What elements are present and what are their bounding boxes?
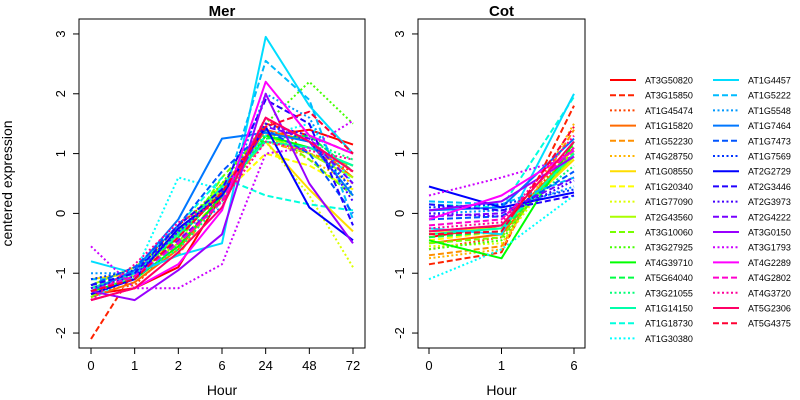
cot-x-tick-label: 1 [498, 358, 505, 373]
mer-series-AT4G28025 [90, 116, 354, 293]
cot-y-tick-label: 1 [392, 150, 407, 157]
mer-y-axis-label: centered expression [0, 120, 15, 246]
legend-label: AT1G5548 [748, 106, 791, 116]
mer-series-AT3G01500 [90, 92, 354, 302]
cot-x-tick-label: 6 [570, 358, 577, 373]
mer-series-AT1G52220 [91, 59, 354, 281]
mer-panel: Mer 0 1 2 6 24 48 72 Hour -2 -1 0 1 2 3 centered expres… [0, 3, 366, 398]
mer-series-AT5G43750 [90, 110, 354, 293]
mer-series-AT1G74730 [90, 128, 354, 287]
legend-label: AT1G30380 [645, 334, 693, 344]
mer-x-tick-label: 1 [131, 358, 138, 373]
legend-label: AT4G2802 [748, 273, 791, 283]
mer-series-AT5G23060 [90, 116, 354, 302]
cot-y-tick-label: 2 [392, 90, 407, 97]
legend-label: AT3G50820 [645, 76, 693, 86]
legend-label: AT4G28750 [645, 152, 693, 162]
cot-series-AT1G18730 [428, 96, 575, 209]
legend-label: AT1G7464 [748, 121, 791, 131]
mer-y-tick-label: -1 [53, 267, 68, 279]
legend-label: AT3G0150 [748, 228, 791, 238]
legend-label: AT2G3973 [748, 197, 791, 207]
mer-series-AT3G17930 [90, 119, 354, 290]
mer-x-tick-label: 48 [302, 358, 316, 373]
legend-label: AT1G14150 [645, 304, 693, 314]
cot-series-AT2G27290 [428, 185, 575, 209]
legend-label: AT1G7569 [748, 152, 791, 162]
legend-label: AT1G4457 [748, 76, 791, 86]
cot-y-tick-label: -2 [392, 327, 407, 339]
legend-label: AT3G10060 [645, 228, 693, 238]
legend-label: AT3G15850 [645, 91, 693, 101]
mer-x-tick-label: 2 [175, 358, 182, 373]
cot-series-AT1G30380 [428, 194, 575, 281]
legend: AT3G50820 AT3G15850 AT1G45474 AT1G15820 AT1G… [610, 76, 791, 344]
legend-label: AT5G2306 [748, 304, 791, 314]
mer-y-tick-label: 0 [53, 210, 68, 217]
legend-label: AT3G27925 [645, 243, 693, 253]
mer-series-AT2G34460 [90, 98, 354, 287]
cot-y-tick-label: 0 [392, 210, 407, 217]
legend-label: AT2G43560 [645, 212, 693, 222]
mer-x-tick-label: 0 [87, 358, 94, 373]
cot-series-AT2G42220 [428, 176, 575, 218]
legend-label: AT2G3446 [748, 182, 791, 192]
legend-label: AT1G52230 [645, 136, 693, 146]
cot-x-tick-label: 0 [425, 358, 432, 373]
legend-label: AT2G2729 [748, 167, 791, 177]
cot-series-AT2G39730 [428, 179, 575, 218]
legend-label: AT3G21055 [645, 288, 693, 298]
legend-label: AT2G4222 [748, 212, 791, 222]
legend-label: AT1G77090 [645, 197, 693, 207]
legend-label: AT4G39710 [645, 258, 693, 268]
cot-series-AT4G28025 [428, 146, 575, 227]
legend-label: AT1G20340 [645, 182, 693, 192]
mer-y-tick-label: 3 [53, 30, 68, 37]
mer-x-tick-label: 72 [346, 358, 360, 373]
legend-label: AT1G5222 [748, 91, 791, 101]
legend-label: AT4G3720 [748, 288, 791, 298]
mer-series-AT1G14150 [90, 140, 354, 290]
mer-x-tick-label: 24 [258, 358, 272, 373]
legend-label: AT1G18730 [645, 319, 693, 329]
cot-series-AT1G14150 [428, 152, 575, 236]
legend-label: AT5G64040 [645, 273, 693, 283]
cot-series-AT2G34460 [428, 194, 575, 212]
legend-label: AT3G1793 [748, 243, 791, 253]
mer-x-tick-label: 6 [218, 358, 225, 373]
mer-title: Mer [209, 3, 236, 20]
legend-label: AT4G2289 [748, 258, 791, 268]
cot-y-tick-label: -1 [392, 267, 407, 279]
legend-label: AT1G45474 [645, 106, 693, 116]
legend-label: AT1G7473 [748, 136, 791, 146]
cot-series-AT4G39710 [428, 141, 575, 260]
legend-label: AT1G15820 [645, 121, 693, 131]
mer-y-tick-label: 2 [53, 90, 68, 97]
mer-y-tick-label: -2 [53, 327, 68, 339]
legend-label: AT5G4375 [748, 319, 791, 329]
cot-series-AT4G22890 [428, 149, 575, 221]
cot-y-tick-label: 3 [392, 30, 407, 37]
mer-y-tick-label: 1 [53, 150, 68, 157]
cot-series-AT5G43750 [428, 126, 575, 236]
cot-panel: Cot 0 1 6 Hour -2 -1 0 1 2 3 [392, 3, 586, 398]
cot-series-AT3G15850 [428, 105, 575, 266]
mer-series-AT4G37200 [90, 140, 354, 301]
cot-series-AT5G23060 [428, 140, 575, 233]
cot-series-AT4G37200 [428, 134, 575, 230]
mer-x-axis-label: Hour [207, 382, 238, 398]
legend-label: AT1G08550 [645, 167, 693, 177]
cot-x-axis-label: Hour [486, 382, 517, 398]
cot-title: Cot [489, 3, 514, 20]
